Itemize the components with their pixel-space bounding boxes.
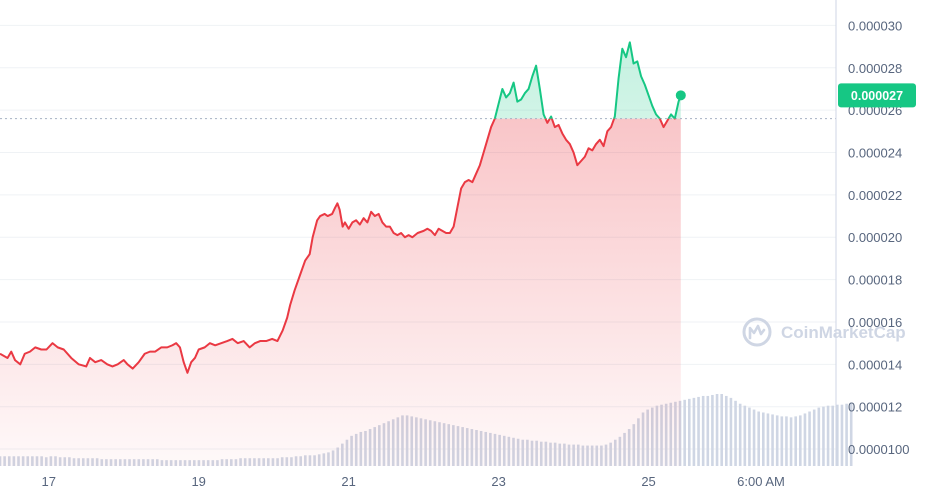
x-tick-label: 23 bbox=[491, 474, 505, 489]
volume-bar bbox=[706, 395, 710, 466]
x-tick-label: 25 bbox=[641, 474, 655, 489]
volume-bar bbox=[687, 398, 691, 466]
x-axis-ticks: 17 19 21 23 25 6:00 AM bbox=[42, 474, 785, 489]
x-tick-label: 6:00 AM bbox=[737, 474, 785, 489]
volume-bar bbox=[697, 396, 700, 466]
y-tick-label: 0.000016 bbox=[848, 315, 902, 330]
volume-bar bbox=[725, 395, 728, 466]
y-tick-label: 0.000014 bbox=[848, 357, 902, 372]
volume-bar bbox=[701, 395, 705, 466]
volume-bar bbox=[775, 415, 779, 466]
volume-bar bbox=[817, 407, 821, 466]
y-tick-label: 0.000020 bbox=[848, 230, 902, 245]
y-tick-label: 0.000018 bbox=[848, 273, 902, 288]
volume-bar bbox=[729, 397, 733, 466]
y-tick-label: 0.000028 bbox=[848, 61, 902, 76]
y-tick-label: 0.000030 bbox=[848, 18, 902, 33]
price-area-down bbox=[0, 118, 681, 466]
volume-bar bbox=[752, 409, 756, 466]
current-price-label: 0.000027 bbox=[851, 89, 903, 103]
volume-bar bbox=[849, 402, 853, 466]
volume-bar bbox=[826, 405, 830, 466]
volume-bar bbox=[803, 413, 807, 466]
price-line bbox=[0, 41, 682, 374]
volume-bar bbox=[836, 404, 839, 466]
coinmarketcap-watermark: CoinMarketCap bbox=[742, 317, 906, 347]
volume-bar bbox=[711, 394, 714, 466]
volume-bar bbox=[808, 411, 811, 466]
volume-bar bbox=[794, 416, 797, 466]
volume-bar bbox=[766, 413, 770, 466]
x-tick-label: 17 bbox=[42, 474, 56, 489]
price-area bbox=[0, 42, 681, 466]
current-price-badge: 0.000027 bbox=[838, 83, 916, 108]
price-line-down bbox=[0, 118, 676, 374]
watermark-text: CoinMarketCap bbox=[781, 323, 906, 342]
y-tick-label: 0.000012 bbox=[848, 400, 902, 415]
y-tick-label: 0.000022 bbox=[848, 188, 902, 203]
volume-bar bbox=[720, 394, 723, 466]
y-tick-label: 0.000024 bbox=[848, 146, 902, 161]
volume-bar bbox=[799, 415, 802, 466]
volume-bar bbox=[748, 407, 751, 466]
x-tick-label: 21 bbox=[341, 474, 355, 489]
current-price-badge-bg bbox=[838, 83, 916, 108]
volume-bar bbox=[780, 416, 784, 466]
x-tick-label: 19 bbox=[191, 474, 205, 489]
volume-bar bbox=[845, 403, 848, 466]
volume-bar bbox=[831, 405, 835, 466]
volume-bar bbox=[683, 399, 686, 466]
volume-bar bbox=[789, 417, 793, 466]
volume-bar bbox=[757, 411, 760, 466]
volume-bar bbox=[771, 414, 774, 466]
volume-bar bbox=[738, 403, 742, 466]
volume-bar bbox=[812, 409, 816, 466]
volume-bar bbox=[785, 416, 788, 466]
volume-bar bbox=[692, 397, 696, 466]
volume-bar bbox=[840, 404, 844, 466]
volume-bar bbox=[822, 406, 825, 466]
y-tick-label: 0.0000100 bbox=[848, 442, 909, 457]
volume-bar bbox=[762, 412, 765, 466]
volume-bar bbox=[715, 394, 719, 466]
coinmarketcap-logo-icon bbox=[742, 317, 772, 347]
volume-bar bbox=[743, 405, 747, 466]
volume-bar bbox=[734, 400, 737, 466]
current-price-dot[interactable] bbox=[675, 90, 686, 101]
